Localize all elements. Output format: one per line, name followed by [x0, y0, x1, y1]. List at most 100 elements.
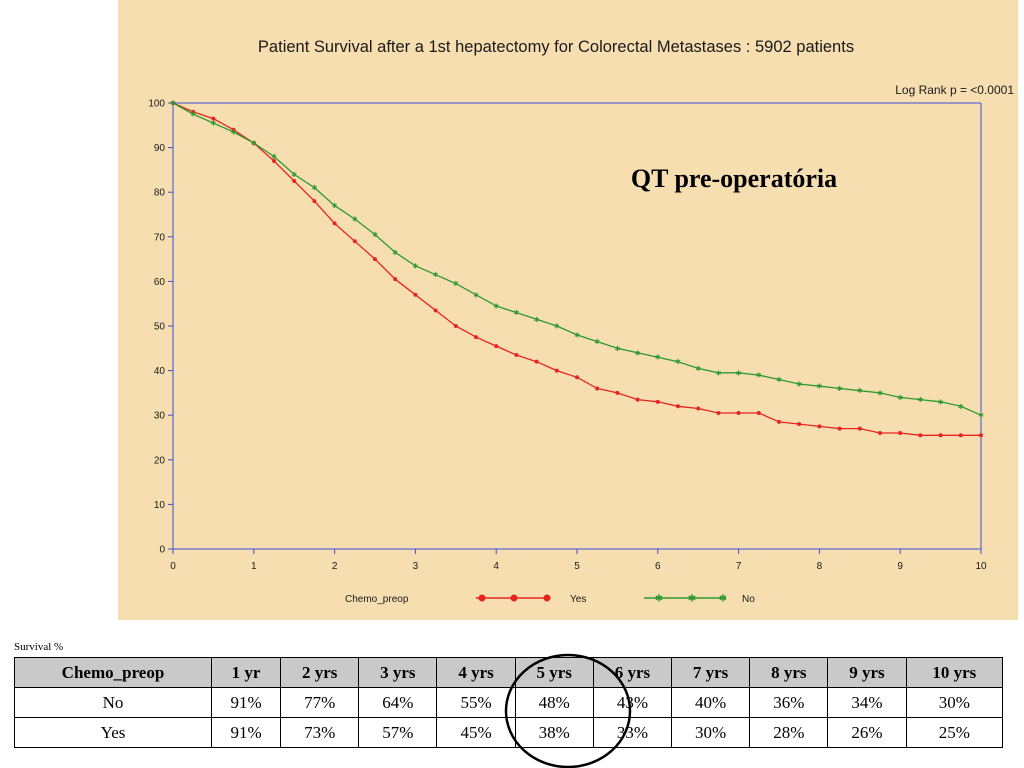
data-point-yes	[534, 359, 539, 364]
data-point-yes	[453, 324, 458, 328]
table-header-cell: 8 yrs	[749, 657, 829, 688]
x-tick-label: 1	[251, 561, 257, 572]
data-point-no: ✱	[796, 380, 802, 388]
chart-title: Patient Survival after a 1st hepatectomy…	[258, 38, 854, 56]
y-tick-label: 70	[154, 232, 166, 243]
table-cell: 38%	[514, 717, 594, 748]
data-point-yes	[272, 158, 276, 163]
y-tick-label: 100	[148, 99, 165, 110]
table-cell: No	[14, 687, 212, 718]
data-point-no: ✱	[473, 291, 479, 299]
x-tick-label: 5	[574, 561, 580, 572]
table-header-cell: 9 yrs	[827, 657, 907, 688]
y-tick-label: 80	[154, 188, 166, 199]
table-header-cell: 2 yrs	[280, 657, 360, 688]
data-point-yes	[918, 433, 923, 438]
data-point-yes	[655, 399, 660, 404]
table-cell: 91%	[210, 687, 282, 718]
y-tick-label: 10	[154, 500, 166, 511]
data-point-yes	[352, 239, 357, 244]
table-row: Yes 91% 73% 57% 45% 38% 33% 30% 28% 26% …	[14, 717, 1004, 748]
x-tick-label: 6	[655, 561, 661, 572]
x-tick-label: 8	[817, 561, 823, 572]
data-point-no: ✱	[534, 316, 540, 324]
legend-label-yes: Yes	[570, 594, 586, 605]
data-point-no: ✱	[776, 376, 782, 384]
data-point-no: ✱	[513, 309, 519, 317]
data-point-no: ✱	[655, 354, 661, 362]
x-tick-label: 4	[493, 561, 499, 572]
data-point-no: ✱	[978, 412, 984, 420]
series-line-yes	[172, 102, 981, 436]
data-point-yes	[575, 375, 579, 380]
data-point-no: ✱	[857, 387, 863, 395]
data-point-yes	[676, 404, 680, 409]
table-cell: 30%	[905, 687, 1004, 718]
data-point-yes	[514, 352, 519, 357]
data-point-no: ✱	[635, 349, 641, 357]
y-tick-label: 50	[154, 322, 166, 333]
data-point-yes	[211, 116, 216, 121]
data-point-yes	[615, 390, 620, 395]
data-point-yes	[716, 410, 721, 415]
data-point-no: ✱	[554, 323, 560, 331]
data-point-no: ✱	[816, 383, 822, 391]
legend-marker-yes	[510, 594, 518, 602]
data-point-yes	[857, 426, 862, 431]
data-point-no: ✱	[736, 369, 742, 377]
table-header-cell: 6 yrs	[592, 657, 673, 688]
data-point-no: ✱	[493, 302, 499, 310]
data-point-no: ✱	[897, 394, 903, 402]
x-tick-label: 10	[975, 561, 987, 572]
data-point-no: ✱	[170, 100, 176, 108]
x-tick-label: 9	[897, 561, 903, 572]
data-point-no: ✱	[332, 202, 338, 210]
table-header-cell: 10 yrs	[905, 657, 1004, 688]
chart-panel: Patient Survival after a 1st hepatectomy…	[118, 0, 1018, 620]
x-tick-label: 3	[413, 561, 419, 572]
y-tick-label: 90	[154, 143, 166, 154]
data-point-no: ✱	[453, 280, 459, 288]
data-point-no: ✱	[756, 372, 762, 380]
data-point-no: ✱	[433, 271, 439, 279]
log-rank-annotation: Log Rank p = <0.0001	[895, 83, 1014, 97]
data-point-yes	[494, 344, 499, 349]
data-point-yes	[979, 433, 983, 438]
table-header-cell: Chemo_preop	[14, 657, 212, 688]
data-point-no: ✱	[412, 262, 418, 270]
data-point-no: ✱	[251, 140, 257, 148]
data-point-yes	[817, 424, 822, 429]
x-tick-label: 0	[170, 561, 176, 572]
legend-marker-yes	[543, 594, 551, 602]
legend: Chemo_preop Yes ✱ ✱ ✱ No	[345, 594, 755, 606]
table-cell: 43%	[592, 687, 673, 718]
data-point-no: ✱	[210, 120, 216, 128]
table-header-cell: 1 yr	[210, 657, 282, 688]
data-point-no: ✱	[311, 184, 317, 192]
data-point-yes	[393, 277, 398, 282]
data-point-no: ✱	[675, 358, 681, 366]
table-cell: 36%	[749, 687, 829, 718]
data-point-yes	[797, 422, 802, 427]
table-header-cell: 4 yrs	[436, 657, 516, 688]
data-point-no: ✱	[574, 331, 580, 339]
table-cell: 30%	[670, 717, 751, 748]
series-layer: ✱ ✱ ✱ ✱ ✱ ✱ ✱ ✱ ✱ ✱ ✱ ✱ ✱ ✱ ✱ ✱ ✱ ✱ ✱ ✱ ✱ ✱ ✱ ✱ ✱ ✱ ✱ ✱ ✱ ✱ ✱ ✱ ✱ ✱ ✱ ✱ ✱ ✱ ✱ ✱…	[170, 100, 984, 438]
data-point-no: ✱	[594, 338, 600, 346]
survival-chart: Patient Survival after a 1st hepatectomy…	[148, 38, 1014, 606]
data-point-yes	[777, 419, 781, 424]
table-cell: Yes	[14, 717, 212, 748]
table-cell: 45%	[436, 717, 516, 748]
data-point-no: ✱	[958, 403, 964, 411]
data-point-no: ✱	[917, 396, 923, 404]
data-point-no: ✱	[938, 398, 944, 406]
table-header-cell: 7 yrs	[670, 657, 751, 688]
chart-overlay-label: QT pre-operatória	[631, 164, 837, 193]
data-point-yes	[837, 426, 842, 431]
table-cell: 26%	[827, 717, 907, 748]
data-point-yes	[474, 335, 478, 340]
data-point-no: ✱	[695, 365, 701, 373]
data-point-no: ✱	[877, 389, 883, 397]
data-point-yes	[332, 221, 337, 226]
table-cell: 40%	[670, 687, 751, 718]
